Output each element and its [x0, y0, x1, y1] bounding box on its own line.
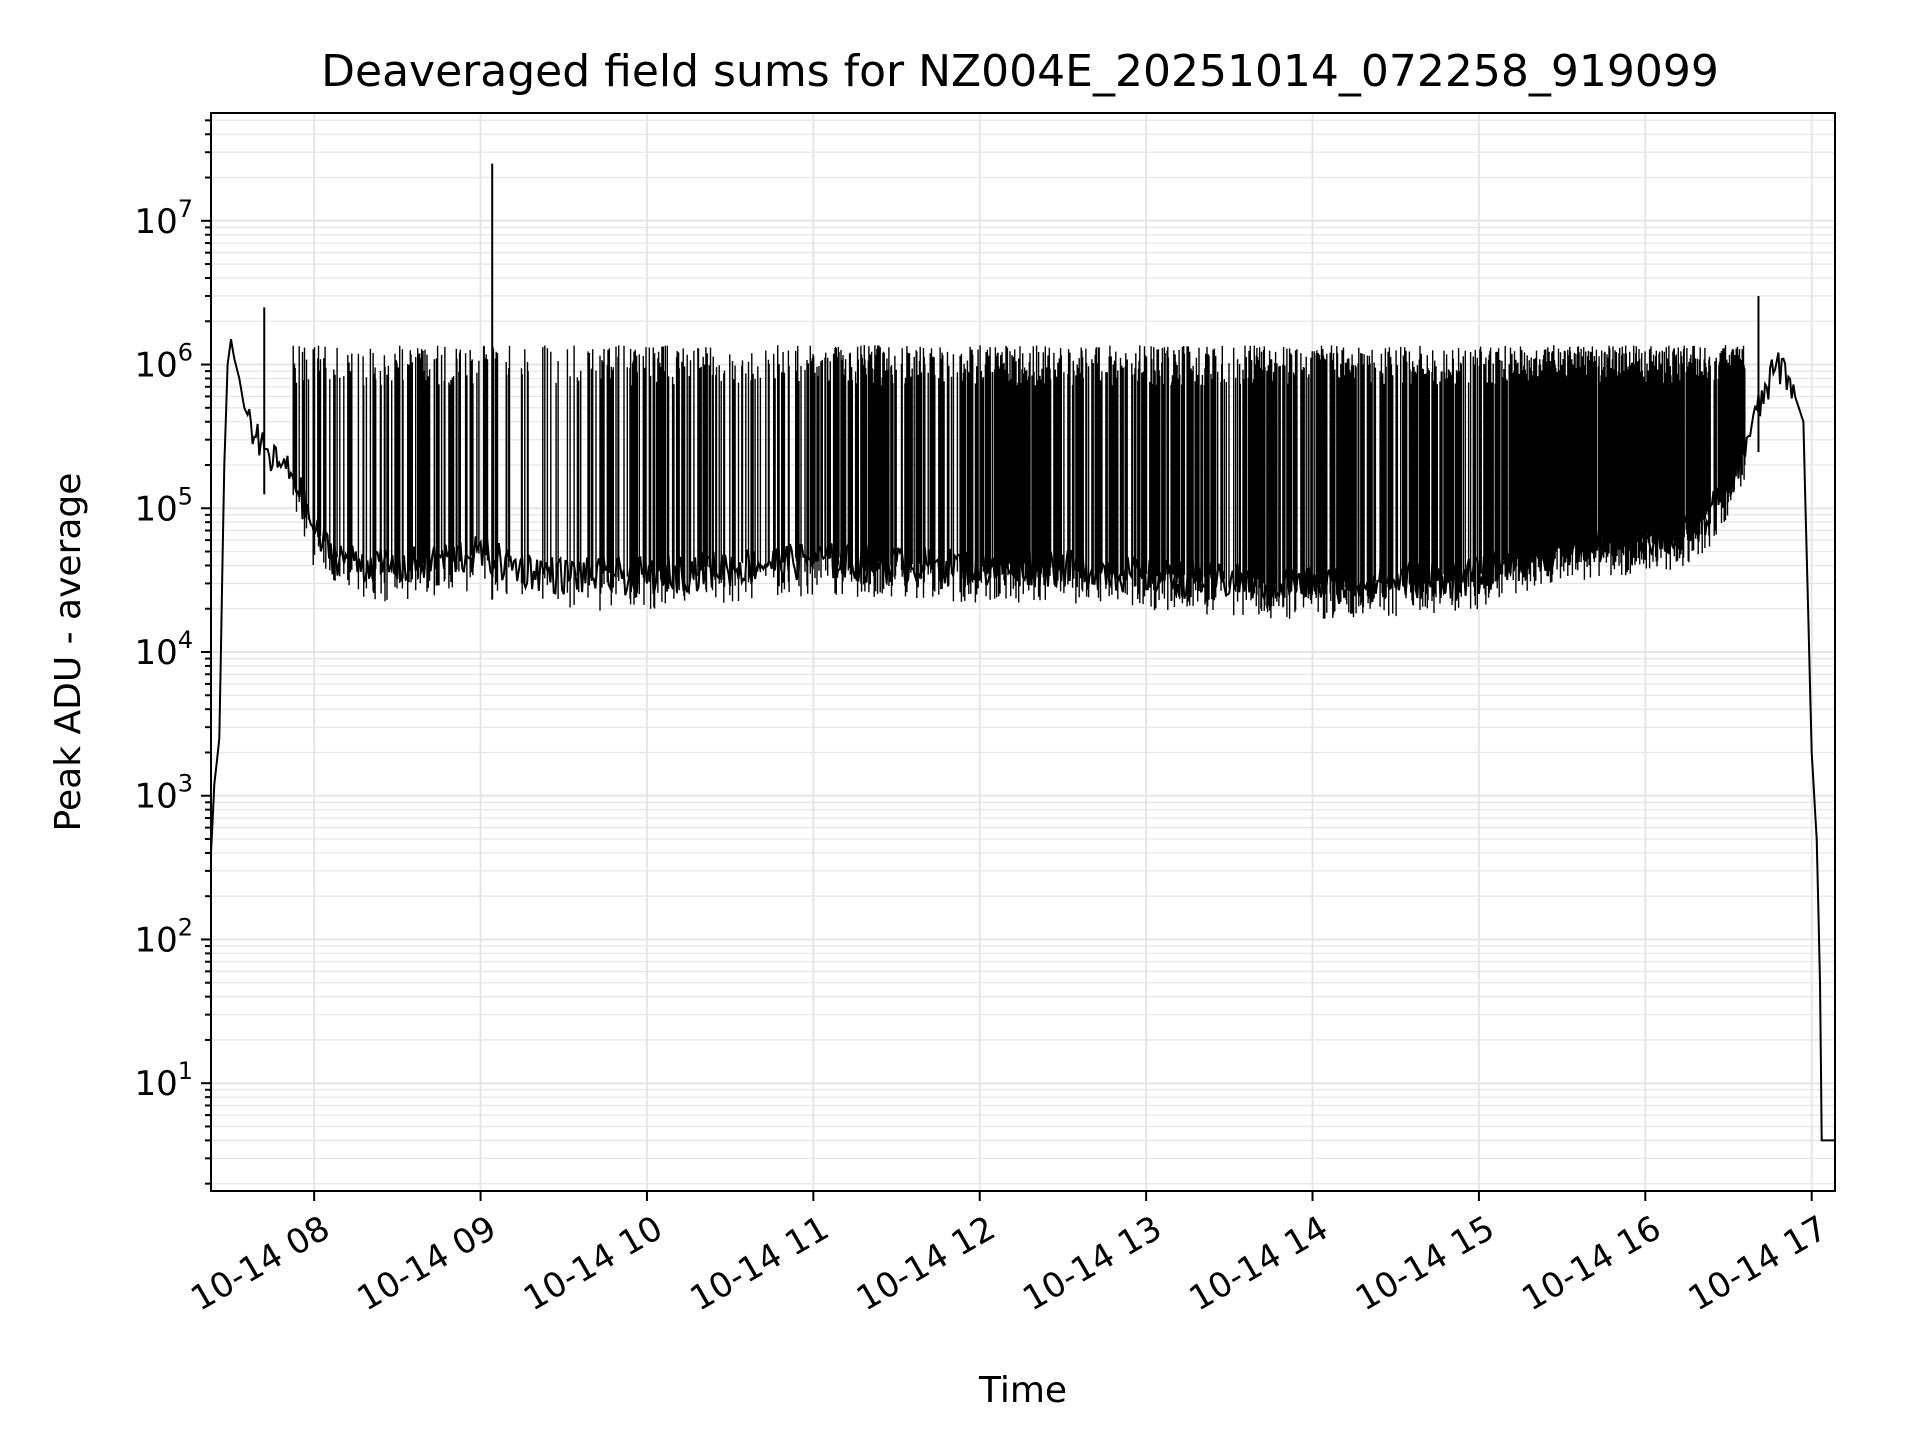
y-axis-label: Peak ADU - average	[48, 473, 89, 832]
x-tick-label-7: 10-14 15	[1349, 1208, 1501, 1319]
y-tick-exponent: 6	[178, 339, 193, 367]
y-tick-label-5: 106	[134, 339, 193, 386]
y-tick-exponent: 3	[178, 770, 193, 798]
y-tick-base: 10	[134, 346, 177, 386]
y-tick-base: 10	[134, 777, 177, 817]
y-tick-label-2: 103	[134, 770, 193, 817]
y-tick-label-3: 104	[134, 626, 193, 673]
spike-lines	[292, 345, 1746, 619]
x-tick-label-9: 10-14 17	[1682, 1208, 1834, 1319]
x-axis-ticks: 10-14 08 10-14 09 10-14 10 10-14 11 10-14 12…	[184, 1191, 1834, 1319]
x-tick-label-2: 10-14 10	[517, 1208, 669, 1319]
y-tick-label-1: 102	[134, 913, 193, 960]
x-axis-label: Time	[978, 1370, 1067, 1411]
y-tick-base: 10	[134, 202, 177, 242]
y-tick-exponent: 4	[178, 626, 193, 654]
y-tick-label-6: 107	[134, 195, 193, 242]
y-tick-base: 10	[134, 633, 177, 673]
y-tick-base: 10	[134, 1064, 177, 1104]
y-tick-exponent: 7	[178, 195, 193, 223]
spike-band	[263, 163, 1760, 619]
x-tick-label-8: 10-14 16	[1515, 1208, 1667, 1319]
x-tick-label-3: 10-14 11	[683, 1208, 835, 1319]
y-tick-exponent: 1	[178, 1057, 193, 1085]
x-tick-label-5: 10-14 13	[1016, 1208, 1168, 1319]
chart-title: Deaveraged field sums for NZ004E_2025101…	[321, 46, 1719, 97]
y-tick-label-0: 101	[134, 1057, 193, 1104]
y-tick-exponent: 5	[178, 482, 193, 510]
y-tick-base: 10	[134, 920, 177, 960]
x-tick-label-0: 10-14 08	[184, 1208, 336, 1319]
y-tick-exponent: 2	[178, 913, 193, 941]
x-tick-label-4: 10-14 12	[850, 1208, 1002, 1319]
grid	[211, 113, 1835, 1191]
y-tick-label-4: 105	[134, 482, 193, 529]
series-line-field-sums	[210, 339, 1835, 1142]
x-tick-label-6: 10-14 14	[1183, 1208, 1335, 1319]
y-tick-base: 10	[134, 489, 177, 529]
x-tick-label-1: 10-14 09	[351, 1208, 503, 1319]
